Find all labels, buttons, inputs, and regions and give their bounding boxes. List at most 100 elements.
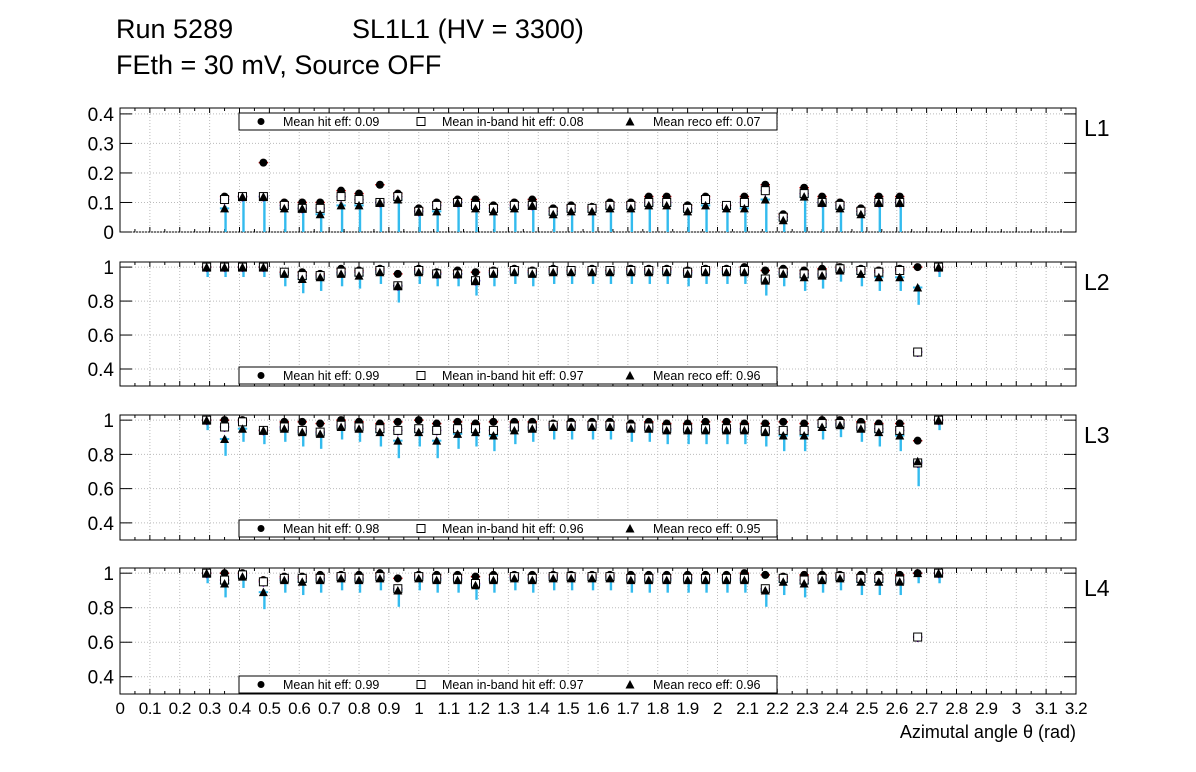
reco-marker bbox=[626, 424, 636, 433]
x-tick-label: 2.4 bbox=[826, 699, 848, 718]
legend-band-label: Mean in-band hit eff: 0.96 bbox=[442, 522, 584, 536]
reco-marker bbox=[605, 203, 615, 213]
reco-marker bbox=[856, 424, 866, 433]
reco-marker bbox=[799, 192, 809, 201]
reco-marker bbox=[605, 573, 615, 583]
legend-reco-marker bbox=[625, 524, 635, 533]
reco-marker bbox=[701, 267, 711, 277]
reco-marker bbox=[587, 267, 597, 277]
reco-marker bbox=[297, 203, 307, 213]
reco-marker bbox=[913, 282, 923, 292]
reco-marker bbox=[220, 262, 230, 272]
hit-marker bbox=[414, 416, 423, 425]
x-tick-label: 0.2 bbox=[169, 699, 191, 718]
legend-band-marker bbox=[416, 117, 426, 126]
hit-marker bbox=[913, 436, 922, 445]
x-tick-label: 0.1 bbox=[139, 699, 161, 718]
chamber-title: SL1L1 (HV = 3300) bbox=[352, 14, 584, 44]
x-tick-label: 2.9 bbox=[975, 699, 997, 718]
y-tick-label: 0.8 bbox=[88, 599, 114, 620]
reco-marker bbox=[414, 427, 424, 437]
hit-marker bbox=[761, 266, 770, 275]
reco-marker bbox=[279, 575, 289, 585]
reco-marker bbox=[488, 269, 498, 278]
reco-marker bbox=[509, 573, 519, 583]
reco-marker bbox=[414, 267, 424, 277]
reco-marker bbox=[220, 579, 230, 588]
x-tick-label: 1.6 bbox=[587, 699, 609, 718]
reco-marker bbox=[566, 267, 576, 277]
reco-marker bbox=[471, 203, 481, 213]
x-tick-label: 1.8 bbox=[647, 699, 669, 718]
reco-marker bbox=[721, 575, 731, 585]
reco-marker bbox=[644, 267, 654, 277]
legend-band-marker bbox=[416, 371, 426, 380]
y-tick-label: 0 bbox=[103, 223, 114, 244]
reco-marker bbox=[297, 274, 307, 283]
band-marker bbox=[913, 632, 923, 642]
reco-marker bbox=[258, 192, 268, 201]
x-tick-label: 1 bbox=[414, 699, 423, 718]
reco-marker bbox=[432, 436, 442, 445]
reco-marker bbox=[760, 195, 770, 204]
reco-marker bbox=[258, 425, 268, 435]
reco-marker bbox=[509, 267, 519, 277]
panel-label: L2 bbox=[1084, 269, 1110, 295]
reco-marker bbox=[799, 272, 809, 282]
reco-marker bbox=[605, 422, 615, 431]
reco-marker bbox=[662, 575, 672, 585]
hit-marker bbox=[761, 570, 770, 579]
hit-marker bbox=[393, 574, 402, 583]
reco-marker bbox=[856, 269, 866, 278]
reco-marker bbox=[488, 431, 498, 440]
band-marker bbox=[432, 425, 442, 435]
reco-marker bbox=[336, 200, 346, 210]
reco-marker bbox=[297, 427, 307, 437]
reco-marker bbox=[375, 267, 385, 277]
legend-reco-label: Mean reco eff: 0.95 bbox=[653, 522, 761, 536]
reco-marker bbox=[548, 422, 558, 431]
reco-marker bbox=[354, 200, 364, 210]
reco-marker bbox=[626, 575, 636, 585]
reco-marker bbox=[760, 585, 770, 595]
reco-marker bbox=[432, 206, 442, 216]
y-tick-label: 0.4 bbox=[88, 668, 115, 689]
legend-hit-marker bbox=[257, 118, 265, 125]
x-axis-title: Azimutal angle θ (rad) bbox=[900, 722, 1076, 742]
reco-marker bbox=[202, 568, 212, 578]
reco-marker bbox=[701, 425, 711, 435]
y-tick-label: 0.4 bbox=[88, 360, 115, 381]
reco-marker bbox=[817, 197, 827, 207]
band-marker bbox=[220, 422, 230, 432]
reco-marker bbox=[336, 573, 346, 583]
reco-marker bbox=[799, 579, 809, 588]
hit-marker bbox=[489, 417, 498, 426]
x-tick-label: 2.8 bbox=[945, 699, 967, 718]
reco-marker bbox=[895, 577, 905, 586]
reco-marker bbox=[835, 203, 845, 213]
band-marker bbox=[258, 577, 268, 587]
x-tick-label: 2.6 bbox=[886, 699, 908, 718]
reco-marker bbox=[739, 267, 749, 277]
reco-marker bbox=[315, 209, 325, 219]
hit-marker bbox=[779, 417, 788, 426]
reco-marker bbox=[874, 197, 884, 207]
band-marker bbox=[336, 192, 346, 202]
hit-marker bbox=[722, 417, 731, 426]
x-tick-label: 0.8 bbox=[348, 699, 370, 718]
reco-marker bbox=[453, 197, 463, 207]
x-tick-label: 0.6 bbox=[288, 699, 310, 718]
reco-marker bbox=[760, 427, 770, 437]
reco-marker bbox=[315, 272, 325, 282]
run-title: Run 5289 bbox=[116, 14, 234, 44]
reco-marker bbox=[432, 269, 442, 278]
hit-marker bbox=[432, 419, 441, 428]
reco-marker bbox=[548, 209, 558, 219]
reco-marker bbox=[414, 573, 424, 583]
reco-marker bbox=[799, 431, 809, 440]
y-tick-label: 0.6 bbox=[88, 480, 114, 501]
reco-marker bbox=[527, 575, 537, 585]
reco-marker bbox=[778, 431, 788, 440]
y-tick-label: 0.4 bbox=[88, 105, 115, 126]
reco-marker bbox=[453, 575, 463, 585]
